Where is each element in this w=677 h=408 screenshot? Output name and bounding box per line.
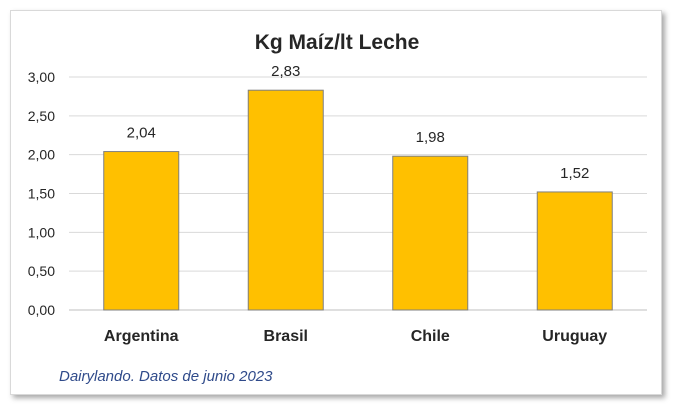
x-category-label: Uruguay <box>542 328 607 345</box>
data-label: 2,83 <box>271 63 300 80</box>
chart-title: Kg Maíz/lt Leche <box>255 31 420 54</box>
y-tick-label: 3,00 <box>28 69 55 85</box>
y-tick-label: 0,50 <box>28 263 55 279</box>
source-note: Dairylando. Datos de junio 2023 <box>59 368 273 385</box>
bar-argentina <box>103 151 180 311</box>
bar-chile <box>392 155 469 311</box>
chart-frame: Kg Maíz/lt Leche 0,00 0,50 1,00 1,50 2,00 2,5… <box>10 10 662 395</box>
bar-brasil <box>247 89 324 311</box>
x-category-label: Brasil <box>264 328 308 345</box>
bar-uruguay <box>536 191 613 311</box>
y-tick-label: 2,00 <box>28 147 55 163</box>
bar-chart: Kg Maíz/lt Leche 0,00 0,50 1,00 1,50 2,00 2,5… <box>28 31 647 385</box>
y-tick-label: 0,00 <box>28 302 55 318</box>
data-label: 1,98 <box>416 129 445 146</box>
y-tick-label: 1,00 <box>28 224 55 240</box>
x-category-label: Argentina <box>104 328 179 345</box>
x-category-label: Chile <box>411 328 450 345</box>
y-tick-label: 2,50 <box>28 108 55 124</box>
data-label: 2,04 <box>127 125 156 142</box>
y-tick-label: 1,50 <box>28 186 55 202</box>
data-label: 1,52 <box>560 165 589 182</box>
